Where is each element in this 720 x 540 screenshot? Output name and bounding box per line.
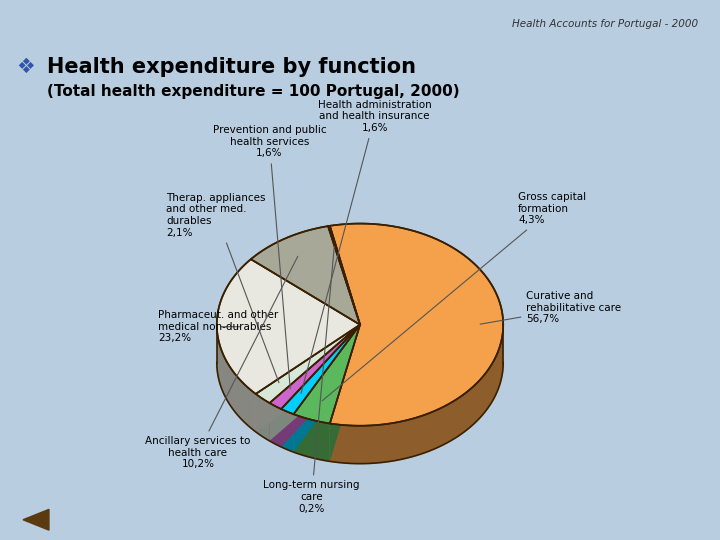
- Polygon shape: [281, 325, 360, 447]
- Text: ❖: ❖: [16, 57, 35, 77]
- Polygon shape: [330, 325, 503, 464]
- Polygon shape: [294, 325, 360, 452]
- Text: Prevention and public
health services
1,6%: Prevention and public health services 1,…: [212, 125, 326, 389]
- Text: Health Accounts for Portugal - 2000: Health Accounts for Portugal - 2000: [512, 19, 698, 29]
- Text: (Total health expenditure = 100 Portugal, 2000): (Total health expenditure = 100 Portugal…: [47, 84, 459, 99]
- Text: Curative and
rehabilitative care
56,7%: Curative and rehabilitative care 56,7%: [480, 291, 621, 325]
- Polygon shape: [217, 325, 256, 432]
- Text: Therap. appliances
and other med.
durables
2,1%: Therap. appliances and other med. durabl…: [166, 193, 279, 383]
- Polygon shape: [256, 325, 360, 403]
- Polygon shape: [269, 403, 281, 447]
- Polygon shape: [256, 394, 269, 441]
- Polygon shape: [281, 409, 294, 452]
- Text: Pharmaceut. and other
medical non-durables
23,2%: Pharmaceut. and other medical non-durabl…: [158, 310, 278, 343]
- Polygon shape: [256, 325, 360, 432]
- Polygon shape: [330, 325, 360, 461]
- Polygon shape: [256, 325, 360, 432]
- Polygon shape: [294, 325, 360, 423]
- Polygon shape: [23, 509, 49, 530]
- Polygon shape: [269, 325, 360, 409]
- Polygon shape: [281, 325, 360, 414]
- Polygon shape: [251, 226, 360, 325]
- Polygon shape: [269, 325, 360, 441]
- Text: Gross capital
formation
4,3%: Gross capital formation 4,3%: [322, 192, 586, 401]
- Polygon shape: [330, 325, 360, 461]
- Polygon shape: [217, 259, 360, 394]
- Text: Long-term nursing
care
0,2%: Long-term nursing care 0,2%: [264, 246, 360, 514]
- Polygon shape: [269, 325, 360, 441]
- Text: Ancillary services to
health care
10,2%: Ancillary services to health care 10,2%: [145, 256, 298, 469]
- Polygon shape: [294, 414, 330, 461]
- Polygon shape: [217, 362, 503, 464]
- Polygon shape: [294, 325, 360, 452]
- Text: Health expenditure by function: Health expenditure by function: [47, 57, 416, 77]
- Polygon shape: [328, 226, 360, 325]
- Polygon shape: [281, 325, 360, 447]
- Text: Health administration
and health insurance
1,6%: Health administration and health insuran…: [301, 100, 431, 393]
- Polygon shape: [330, 224, 503, 426]
